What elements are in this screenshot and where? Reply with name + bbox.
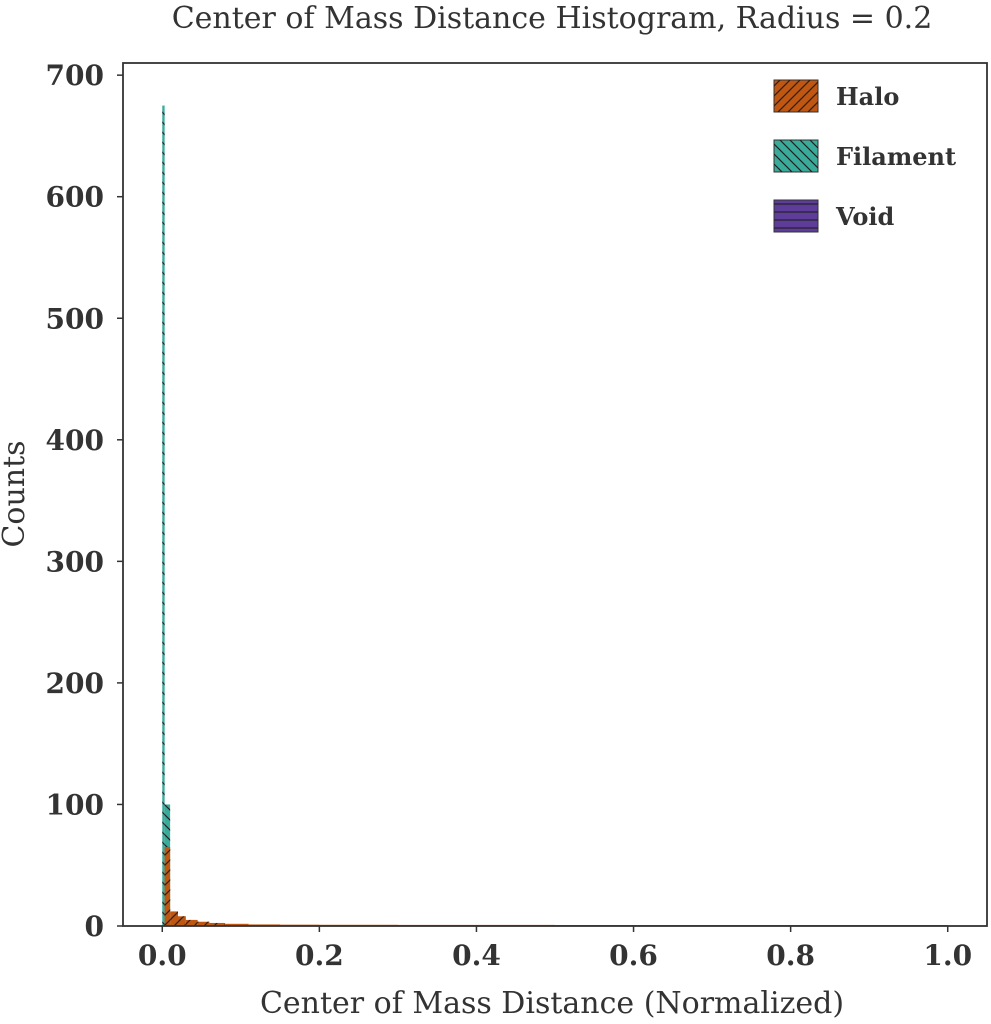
y-tick-label: 200 xyxy=(46,667,104,700)
legend-swatch-hatch-void xyxy=(774,200,818,232)
legend: Halo Filament Void xyxy=(773,79,956,233)
legend-swatch-hatch-filament xyxy=(774,140,818,172)
halo-bar-hatch xyxy=(170,911,178,926)
filament-bar-hatch xyxy=(162,105,165,927)
legend-label-filament: Filament xyxy=(836,142,956,171)
y-tick-label: 500 xyxy=(46,302,104,335)
halo-bar-hatch xyxy=(177,916,186,926)
halo-bar-hatch xyxy=(185,919,198,926)
halo-bar xyxy=(225,923,249,926)
x-axis-label: Center of Mass Distance (Normalized) xyxy=(260,986,844,1021)
plot-area xyxy=(122,62,988,927)
plot-background xyxy=(123,63,987,926)
x-tick-label: 0.4 xyxy=(452,939,501,972)
legend-swatch-hatch-halo xyxy=(774,80,818,112)
chart-title: Center of Mass Distance Histogram, Radiu… xyxy=(172,1,933,36)
y-tick-label: 0 xyxy=(85,910,104,943)
y-tick-label: 700 xyxy=(46,59,104,92)
halo-bar-hatch xyxy=(197,921,210,926)
bars-group xyxy=(162,105,948,927)
y-axis-label: Counts xyxy=(0,440,32,547)
halo-bar-hatch xyxy=(209,922,226,926)
legend-label-void: Void xyxy=(835,202,895,231)
plot-frame xyxy=(122,62,988,927)
x-tick-label: 1.0 xyxy=(923,939,972,972)
halo-bar-hatch xyxy=(164,846,171,926)
y-tick-label: 300 xyxy=(46,545,104,578)
x-tick-label: 0.0 xyxy=(138,939,187,972)
x-tick-label: 0.6 xyxy=(609,939,658,972)
y-tick-label: 400 xyxy=(46,424,104,457)
x-axis: 0.0 0.2 0.4 0.6 0.8 1.0 xyxy=(138,926,972,972)
y-axis: 0 100 200 300 400 500 600 700 xyxy=(46,59,123,943)
y-tick-label: 100 xyxy=(46,788,104,821)
x-tick-label: 0.2 xyxy=(295,939,344,972)
y-tick-label: 600 xyxy=(46,181,104,214)
x-tick-label: 0.8 xyxy=(766,939,815,972)
legend-label-halo: Halo xyxy=(836,82,899,111)
